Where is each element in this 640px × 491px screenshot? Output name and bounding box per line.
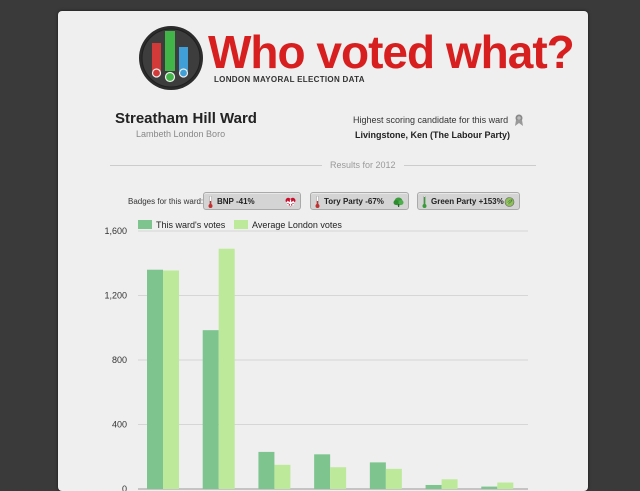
badge-text: Tory Party -67% xyxy=(324,197,384,206)
badges-label: Badges for this ward: xyxy=(128,197,204,206)
badge-bnp[interactable]: BNP -41% xyxy=(203,192,301,210)
bar-ward-votes xyxy=(147,269,163,489)
bar-ward-votes xyxy=(258,451,275,489)
top-candidate-name: Livingstone, Ken (The Labour Party) xyxy=(355,130,511,140)
bar-average-votes xyxy=(274,464,291,489)
legend-label: This ward's votes xyxy=(156,220,226,230)
bar-ward-votes xyxy=(481,486,498,489)
bar-ward-votes xyxy=(202,330,219,489)
main-panel: Who voted what? LONDON MAYORAL ELECTION … xyxy=(58,11,588,491)
badge-text: Green Party +153% xyxy=(431,197,504,206)
logo-icon xyxy=(139,26,203,90)
bar-average-votes xyxy=(385,468,402,489)
bar-average-votes xyxy=(497,482,514,489)
award-ribbon-icon xyxy=(515,114,523,126)
y-tick-label: 1,200 xyxy=(104,291,127,301)
legend-swatch xyxy=(234,220,248,229)
top-candidate-label: Highest scoring candidate for this ward xyxy=(353,115,509,125)
legend-label: Average London votes xyxy=(252,220,342,230)
bar-ward-votes xyxy=(314,454,331,489)
heart-flag-icon xyxy=(285,197,296,207)
bar-average-votes xyxy=(441,479,458,489)
badge-green[interactable]: Green Party +153% xyxy=(417,192,520,210)
bar-average-votes xyxy=(330,467,347,489)
bar-average-votes xyxy=(163,270,179,489)
site-title: Who voted what? xyxy=(208,26,575,78)
results-year-label: Results for 2012 xyxy=(330,160,396,170)
divider-right xyxy=(404,165,536,166)
bar-average-votes xyxy=(218,248,235,489)
vote-bar-chart: 0 400 800 1,200 1,600 This ward's votes Averag… xyxy=(104,220,528,491)
badge-text: BNP -41% xyxy=(217,197,255,206)
y-tick-label: 1,600 xyxy=(104,226,127,236)
borough-name: Lambeth London Boro xyxy=(136,129,226,139)
y-tick-label: 800 xyxy=(112,355,127,365)
thermometer-down-icon xyxy=(208,196,213,208)
leaf-icon xyxy=(504,197,515,207)
tree-icon xyxy=(393,197,404,207)
thermometer-up-icon xyxy=(422,196,427,208)
y-tick-label: 0 xyxy=(122,484,127,491)
y-tick-label: 400 xyxy=(112,420,127,430)
bar-ward-votes xyxy=(425,484,442,489)
divider-left xyxy=(110,165,322,166)
badge-tory[interactable]: Tory Party -67% xyxy=(310,192,409,210)
legend-swatch xyxy=(138,220,152,229)
ward-name: Streatham Hill Ward xyxy=(115,110,257,127)
bar-ward-votes xyxy=(369,462,386,489)
site-subtitle: LONDON MAYORAL ELECTION DATA xyxy=(214,75,365,84)
thermometer-down-icon xyxy=(315,196,320,208)
